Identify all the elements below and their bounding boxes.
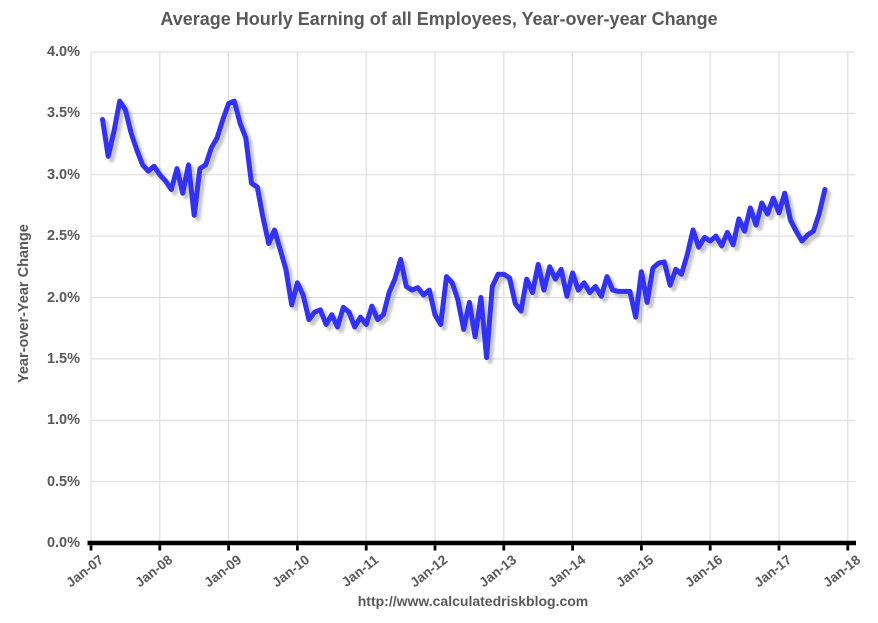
- y-tick-label: 0.0%: [46, 535, 80, 551]
- x-axis-tick: [777, 545, 781, 551]
- y-tick-label: 0.5%: [46, 473, 80, 490]
- x-axis-tick: [708, 545, 712, 551]
- y-tick-label: 2.5%: [46, 228, 80, 245]
- data-line: [100, 98, 828, 361]
- source-url: http://www.calculatedriskblog.com: [357, 593, 589, 609]
- x-axis-tick: [89, 545, 93, 551]
- x-axis-tick: [502, 545, 506, 551]
- x-axis-tick: [296, 545, 299, 551]
- x-axis-tick: [571, 545, 574, 551]
- y-tick-label: 2.0%: [46, 289, 80, 306]
- x-axis-tick: [227, 545, 230, 551]
- y-tick-label: 3.0%: [46, 166, 80, 183]
- y-tick-label: 1.0%: [46, 412, 80, 429]
- x-axis-tick: [640, 545, 643, 551]
- x-axis-tick: [846, 545, 850, 551]
- chart-title: Average Hourly Earning of all Employees,…: [160, 9, 718, 29]
- x-axis-tick: [433, 545, 437, 551]
- y-tick-label: 1.5%: [46, 350, 80, 367]
- y-tick-label: 3.5%: [46, 105, 80, 122]
- y-tick-label: 4.0%: [46, 44, 80, 60]
- x-axis-tick: [364, 545, 368, 551]
- x-axis-tick: [158, 545, 162, 551]
